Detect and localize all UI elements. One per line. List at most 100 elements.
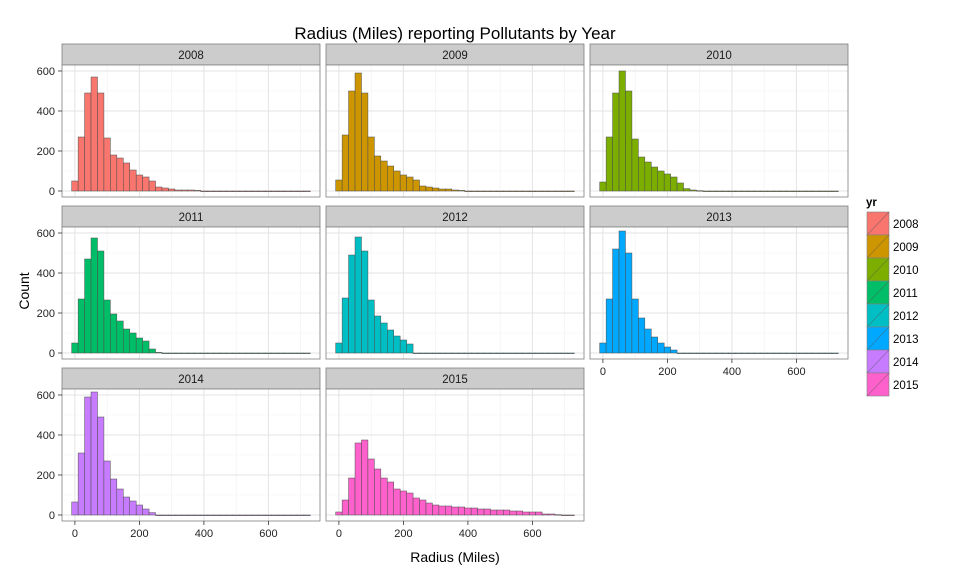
histogram-bar (393, 170, 401, 192)
x-tick-label: 400 (459, 528, 477, 540)
histogram-bar (181, 189, 189, 192)
histogram-bar (792, 190, 800, 192)
histogram-bar (509, 352, 517, 354)
histogram-bar (393, 335, 401, 354)
histogram-bar (219, 190, 227, 192)
histogram-bar (754, 352, 762, 354)
histogram-bar (554, 352, 562, 354)
legend-key-slash (866, 234, 890, 259)
histogram-bar (425, 352, 433, 354)
legend-label: 2015 (893, 380, 919, 392)
histogram-bar (516, 510, 523, 516)
histogram-bar (747, 352, 755, 354)
facet-panel-2013: 2013 (589, 205, 849, 360)
y-tick-label: 600 (37, 228, 55, 240)
histogram-bar (792, 352, 800, 354)
histogram-bar (754, 190, 762, 192)
histogram-bar (567, 514, 575, 516)
histogram-bar (412, 352, 420, 354)
facet-panel-2009: 2009 (325, 43, 585, 198)
histogram-bar (393, 488, 401, 516)
histogram-bar (419, 352, 427, 354)
facet-panel-2012: 2012 (325, 205, 585, 360)
histogram-bar (457, 506, 465, 516)
histogram-bar (548, 352, 556, 354)
histogram-bar (71, 342, 79, 354)
histogram-bar (387, 165, 394, 192)
histogram-bar (116, 157, 124, 192)
histogram-bar (252, 190, 259, 192)
histogram-bar (477, 508, 485, 516)
histogram-bar (483, 352, 491, 354)
histogram-bar (226, 190, 234, 192)
histogram-bar (155, 514, 163, 516)
histogram-bar (702, 352, 710, 354)
histogram-bar (548, 513, 556, 516)
histogram-bar (483, 190, 491, 192)
histogram-bar (696, 190, 704, 192)
histogram-bar (483, 508, 491, 516)
histogram-bar (284, 352, 292, 354)
histogram-bar (200, 190, 208, 192)
histogram-bar (412, 497, 420, 516)
histogram-bar (663, 173, 671, 192)
x-tick-label: 400 (195, 528, 213, 540)
histogram-bar (168, 514, 176, 516)
histogram-bar (470, 507, 478, 516)
histogram-bar (367, 299, 375, 354)
histogram-bar (264, 190, 272, 192)
histogram-bar (509, 510, 517, 516)
histogram-bar (354, 72, 362, 192)
histogram-bar (818, 352, 826, 354)
histogram-bar (232, 352, 240, 354)
histogram-bar (683, 188, 691, 192)
histogram-bar (277, 352, 285, 354)
x-tick-label: 400 (723, 366, 741, 378)
histogram-bar (657, 170, 665, 192)
histogram-bar (528, 352, 536, 354)
histogram-bar (97, 250, 105, 354)
histogram-bar (631, 298, 639, 354)
histogram-bar (412, 179, 420, 192)
histogram-bar (535, 511, 543, 516)
histogram-bars (599, 70, 839, 192)
histogram-bar (425, 502, 433, 516)
legend-item-2008: 2008 (866, 211, 919, 236)
panel-grid (326, 227, 584, 359)
histogram-bar (715, 352, 723, 354)
histogram-bar (651, 336, 658, 354)
histogram-bar (503, 352, 511, 354)
histogram-bar (264, 514, 272, 516)
histogram-bar (200, 352, 208, 354)
histogram-bar (226, 352, 234, 354)
histogram-bar (161, 187, 169, 192)
histogram-bar (245, 514, 253, 516)
histogram-bar (470, 190, 478, 192)
histogram-bar (599, 342, 607, 354)
histogram-bar (503, 190, 511, 192)
histogram-bar (193, 514, 201, 516)
histogram-bar (129, 500, 137, 516)
histogram-bar (799, 190, 807, 192)
histogram-bar (335, 511, 343, 516)
histogram-bar (90, 237, 98, 354)
histogram-bar (380, 160, 388, 192)
histogram-bar (245, 190, 253, 192)
histogram-bar (689, 189, 697, 192)
panel-border (325, 388, 585, 522)
histogram-bar (399, 339, 407, 354)
histogram-bar (773, 352, 781, 354)
histogram-bar (213, 352, 221, 354)
histogram-bar (239, 514, 247, 516)
histogram-bar (148, 512, 156, 516)
facet-panel-2011: 2011 (61, 205, 321, 360)
histogram-bar (445, 505, 453, 516)
histogram-bar (361, 92, 369, 192)
histogram-bar (490, 509, 498, 516)
histogram-bar (155, 352, 163, 354)
facet-panel-2015: 2015 (325, 367, 585, 522)
facet-strip-label: 2013 (706, 212, 732, 224)
histogram-bar (258, 514, 266, 516)
histogram-bar (496, 190, 504, 192)
